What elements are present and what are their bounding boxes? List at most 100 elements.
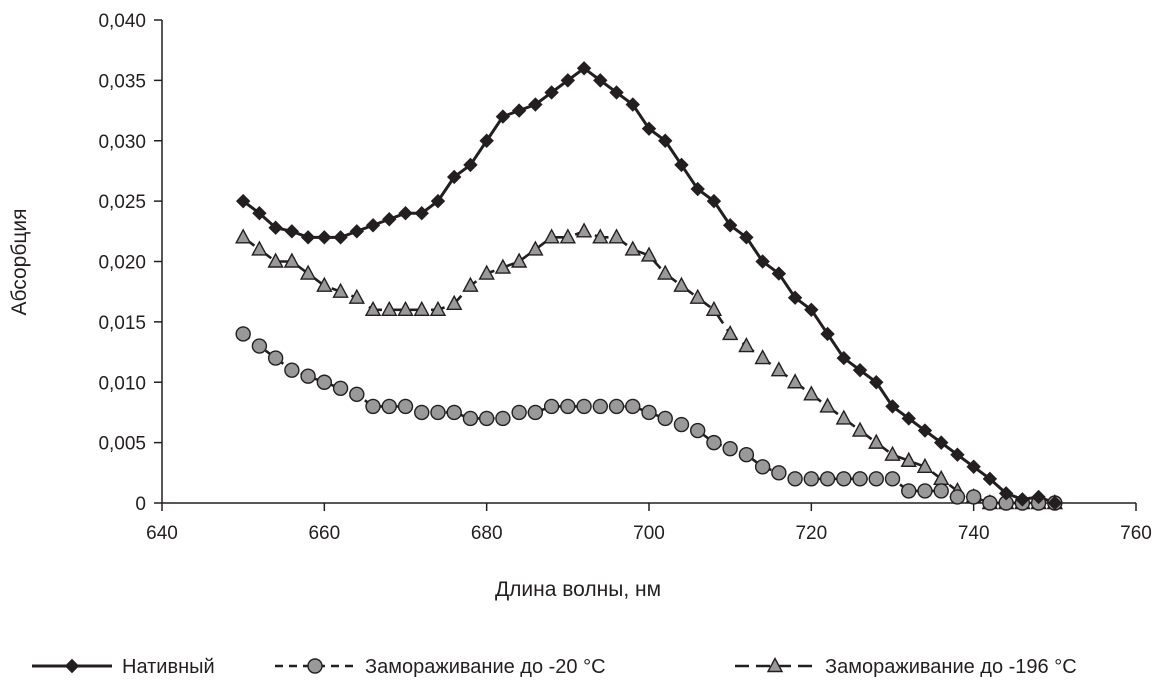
data-point-series-2 [267, 350, 284, 366]
data-point-series-3 [251, 240, 268, 256]
data-point-series-2 [690, 422, 706, 439]
series-line-3 [242, 230, 1055, 505]
data-point-series-3 [786, 373, 804, 389]
data-point-series-1 [755, 254, 770, 269]
y-tick-label: 0,010 [98, 373, 146, 394]
data-point-series-2 [982, 495, 998, 511]
data-point-series-2 [235, 326, 251, 342]
data-point-series-2 [917, 483, 933, 499]
x-tick-label: 720 [795, 523, 827, 544]
data-point-series-3 [738, 337, 755, 353]
legend-item-2: Замораживание до -20 °C [275, 656, 606, 678]
data-point-series-2 [868, 471, 884, 487]
data-point-series-1 [1047, 495, 1063, 511]
data-point-series-2 [803, 471, 820, 487]
data-point-series-2 [722, 440, 738, 457]
data-point-series-1 [836, 350, 852, 366]
data-point-series-1 [544, 85, 559, 100]
data-point-series-1 [885, 399, 900, 414]
data-point-series-2 [901, 483, 917, 499]
data-point-series-3 [835, 409, 852, 425]
data-point-series-1 [852, 362, 868, 378]
data-point-series-2 [397, 398, 414, 415]
data-point-series-3 [527, 240, 544, 256]
legend-marker [307, 658, 323, 674]
data-point-series-3 [819, 397, 836, 413]
data-point-series-2 [543, 398, 560, 415]
x-tick-label: 640 [146, 523, 178, 544]
y-tick-label: 0 [135, 494, 146, 515]
data-point-series-2 [576, 398, 592, 415]
data-point-series-1 [982, 471, 998, 487]
data-point-series-2 [738, 447, 755, 463]
data-point-series-3 [624, 240, 641, 256]
data-point-series-2 [381, 398, 397, 415]
y-tick-label: 0,035 [98, 71, 146, 92]
data-point-series-3 [397, 300, 414, 316]
data-point-series-2 [316, 374, 333, 390]
data-point-series-3 [429, 300, 447, 316]
data-point-series-3 [234, 228, 252, 244]
data-point-series-3 [933, 469, 950, 486]
data-point-series-2 [657, 410, 673, 427]
data-point-series-3 [413, 300, 430, 316]
series-markers-1 [235, 61, 1063, 511]
legend-item-3: Замораживание до -196 °C [735, 656, 1077, 678]
data-point-series-3 [446, 294, 463, 310]
data-point-series-1 [365, 218, 381, 233]
y-axis-title: Абсорбция [8, 208, 31, 315]
data-point-series-3 [868, 433, 885, 449]
data-point-series-1 [706, 193, 722, 209]
data-point-series-2 [332, 380, 349, 396]
data-point-series-2 [965, 489, 982, 505]
data-point-series-3 [592, 228, 609, 244]
data-point-series-1 [317, 230, 332, 245]
data-point-series-1 [398, 205, 413, 221]
axes: 640 660 680 700 720 740 760 0 0,005 0,010 0,015 0,0… [98, 11, 1151, 544]
data-point-series-2 [884, 471, 901, 487]
data-point-series-3 [705, 300, 723, 316]
data-point-series-2 [852, 471, 868, 487]
data-point-series-1 [463, 157, 478, 173]
data-point-series-3 [673, 276, 690, 292]
data-point-series-3 [510, 252, 528, 268]
y-tick-label: 0,025 [98, 192, 146, 213]
data-point-series-1 [430, 193, 446, 209]
data-point-series-3 [332, 282, 349, 298]
data-point-series-2 [365, 398, 381, 415]
data-point-series-2 [608, 398, 625, 415]
data-point-series-3 [608, 228, 625, 244]
data-point-series-2 [641, 404, 657, 421]
data-point-series-1 [771, 266, 787, 281]
data-point-series-1 [479, 133, 494, 148]
data-point-series-2 [560, 398, 576, 415]
data-point-series-1 [252, 205, 267, 221]
data-point-series-2 [511, 404, 527, 421]
data-point-series-2 [592, 398, 608, 415]
data-point-series-3 [689, 288, 706, 304]
data-point-series-1 [609, 85, 624, 100]
data-point-series-2 [706, 434, 722, 451]
data-point-series-1 [235, 193, 251, 209]
x-tick-label: 660 [308, 523, 340, 544]
data-point-series-1 [933, 435, 949, 450]
data-point-series-1 [901, 411, 916, 426]
data-point-series-3 [559, 228, 577, 244]
data-point-series-2 [300, 368, 316, 384]
data-point-series-3 [900, 451, 917, 467]
data-point-series-1 [917, 423, 933, 438]
legend-label: Нативный [122, 656, 215, 678]
data-point-series-1 [820, 326, 835, 342]
data-point-series-2 [284, 362, 300, 378]
data-point-series-1 [576, 61, 592, 76]
data-point-series-3 [316, 276, 333, 292]
data-point-series-1 [787, 290, 803, 305]
data-point-series-3 [640, 246, 658, 262]
data-point-series-2 [933, 483, 949, 499]
data-point-series-3 [478, 264, 495, 280]
data-point-series-3 [721, 324, 739, 341]
data-point-series-1 [641, 121, 657, 136]
data-point-series-3 [543, 228, 560, 244]
data-point-series-1 [966, 459, 981, 474]
data-point-series-1 [446, 169, 462, 185]
